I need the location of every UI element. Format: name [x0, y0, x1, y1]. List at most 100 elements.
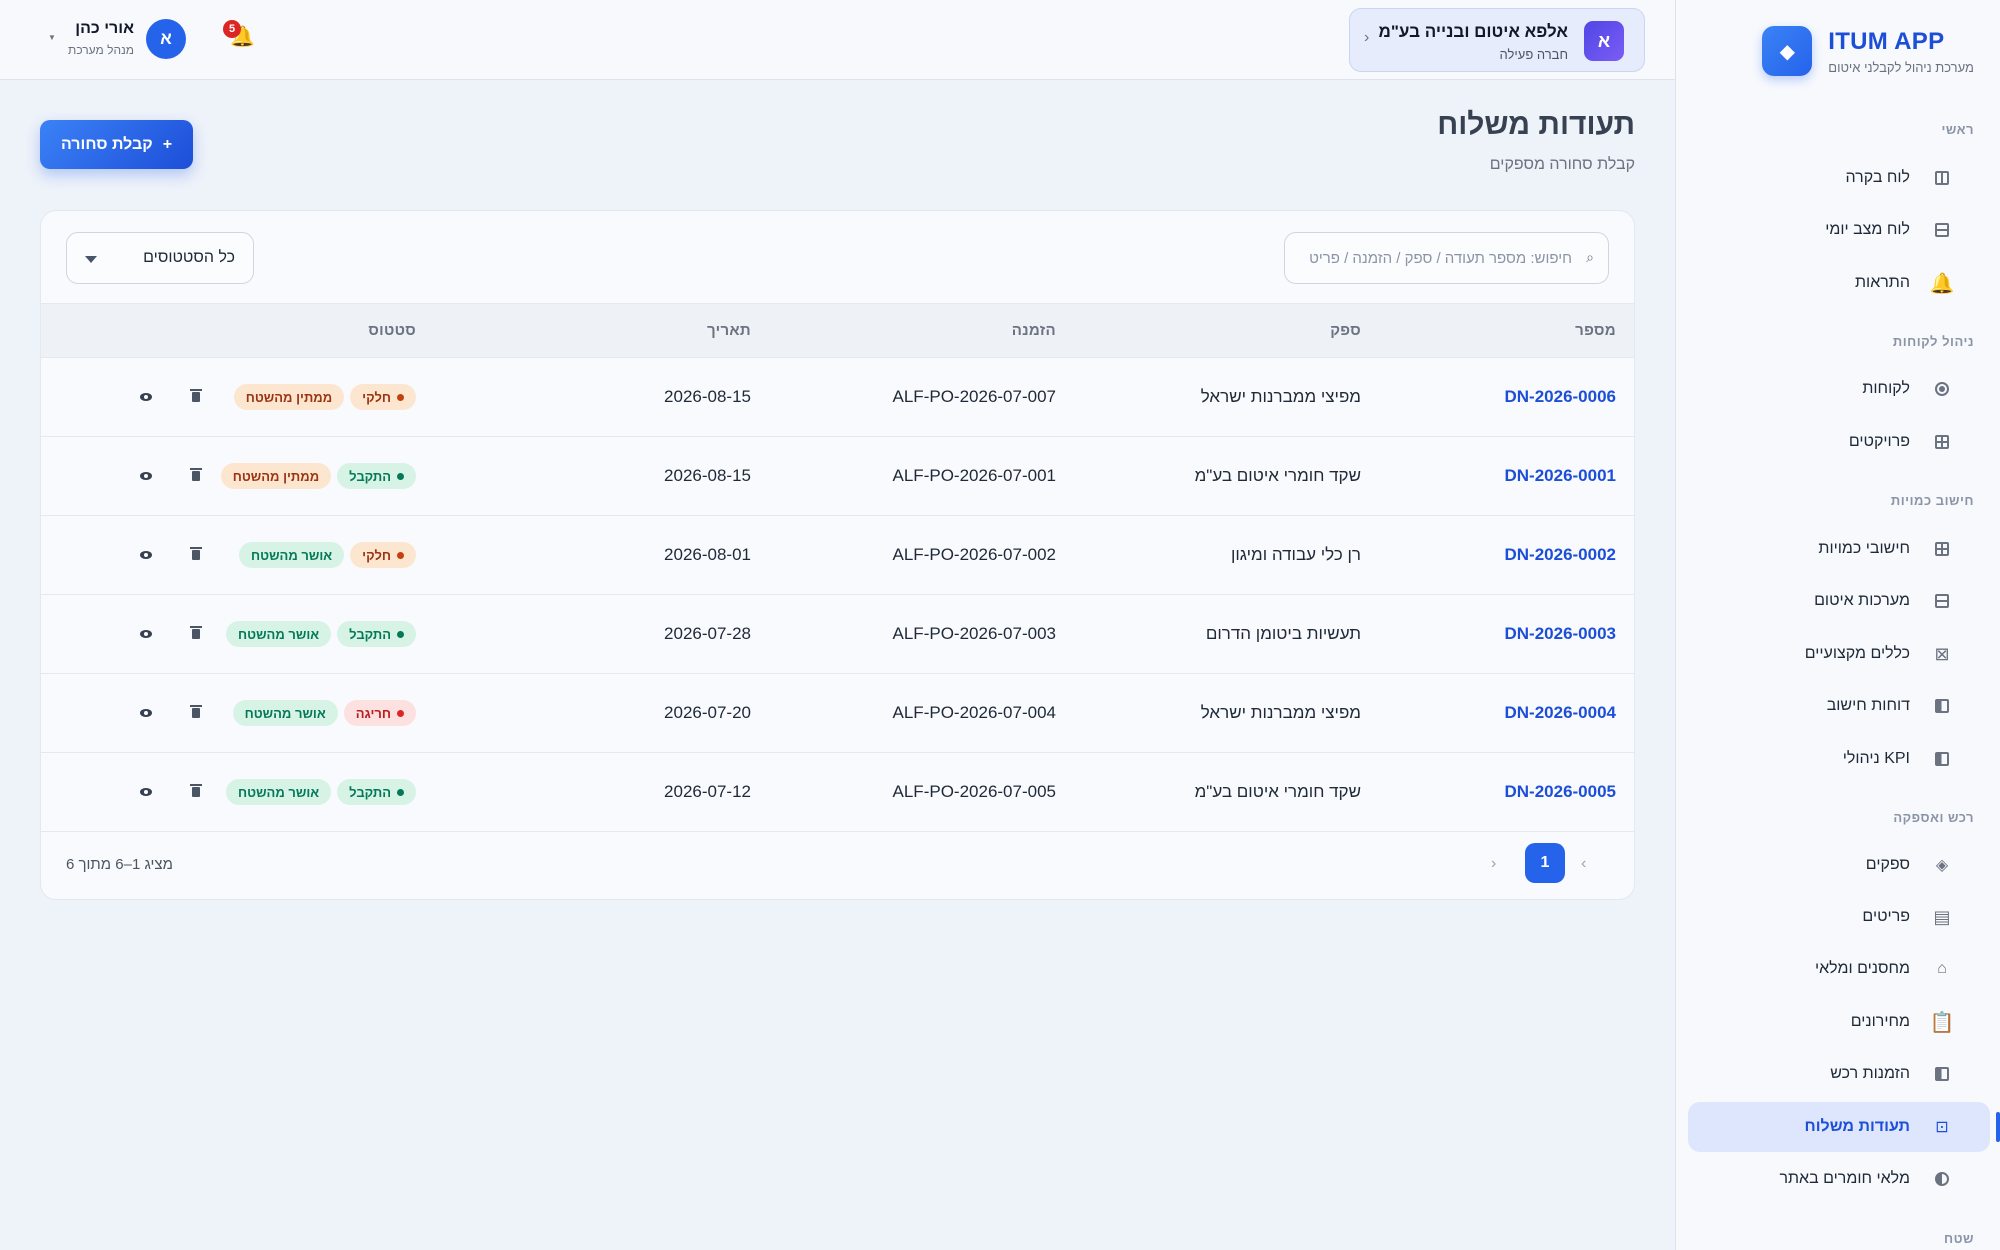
cell-date: 2026-08-15 — [664, 387, 751, 406]
sidebar-item-quantity-calcs[interactable]: חישובי כמויות — [1688, 524, 1990, 574]
status-badge: התקבל — [337, 463, 416, 489]
page-button-current[interactable]: 1 — [1525, 843, 1565, 883]
nav-section-field: שטח — [1943, 1231, 1974, 1246]
sidebar-item-label: התראות — [1855, 274, 1910, 291]
table-row[interactable]: DN-2026-0005 שקד חומרי איטום בע"מ ALF-PO… — [41, 753, 1634, 832]
view-eye-icon[interactable] — [136, 545, 156, 565]
diamond-logo-icon: ◆ — [1762, 26, 1813, 76]
sidebar-item-alerts[interactable]: 🔔 התראות — [1688, 258, 1990, 308]
status-badge: חלקי — [350, 542, 416, 568]
delivery-note-link[interactable]: DN-2026-0004 — [1504, 703, 1616, 722]
sidebar-item-label: KPI ניהולי — [1842, 750, 1910, 767]
nav-section-customers: ניהול לקוחות — [1892, 334, 1974, 349]
sidebar-item-calc-reports[interactable]: דוחות חישוב — [1688, 681, 1990, 731]
layout-icon — [1932, 168, 1952, 188]
sidebar-item-label: מערכות איטום — [1814, 592, 1910, 609]
brand-name: ITUM APP — [1828, 27, 1945, 55]
brand[interactable]: ITUM APP מערכת ניהול לקבלני איטום ◆ — [1762, 26, 1974, 76]
sidebar-item-label: לקוחות — [1862, 380, 1910, 397]
chevron-left-icon[interactable]: ‹ — [1491, 855, 1497, 872]
sidebar-item-kpi[interactable]: KPI ניהולי — [1688, 734, 1990, 784]
status-badge: חלקי — [350, 384, 416, 410]
brand-subtitle: מערכת ניהול לקבלני איטום — [1828, 59, 1974, 75]
view-eye-icon[interactable] — [136, 782, 156, 802]
pagination: › 1 ‹ מציג 1–6 מתוך 6 — [41, 841, 1634, 891]
items-icon: ▤ — [1933, 906, 1951, 927]
search-box[interactable]: ⌕ — [1284, 232, 1609, 284]
sidebar-item-professional-rules[interactable]: ⊠ כללים מקצועיים — [1688, 629, 1990, 679]
search-icon: ⌕ — [1586, 249, 1594, 265]
delete-trash-icon[interactable] — [186, 782, 206, 802]
sidebar-item-sealing-systems[interactable]: מערכות איטום — [1688, 576, 1990, 626]
sidebar-item-purchase-orders[interactable]: הזמנות רכש — [1688, 1049, 1990, 1099]
delivery-note-link[interactable]: DN-2026-0003 — [1504, 624, 1616, 643]
header-date[interactable]: תאריך — [706, 322, 751, 339]
search-input[interactable] — [1302, 233, 1572, 283]
table-row[interactable]: DN-2026-0001 שקד חומרי איטום בע"מ ALF-PO… — [41, 437, 1634, 516]
delivery-notes-table: מספר ספק הזמנה תאריך סטטוס DN-2026-0006 … — [41, 303, 1634, 832]
table-row[interactable]: DN-2026-0002 רן כלי עבודה ומיגון ALF-PO-… — [41, 516, 1634, 595]
status-badges: התקבל אושר מהשטח — [226, 779, 416, 805]
cell-number: DN-2026-0004 — [1361, 674, 1634, 753]
page-subtitle: קבלת סחורה מספקים — [1489, 156, 1635, 173]
delete-trash-icon[interactable] — [186, 545, 206, 565]
sidebar-item-customers[interactable]: לקוחות — [1688, 364, 1990, 414]
header-order[interactable]: הזמנה — [1011, 322, 1056, 339]
user-avatar[interactable]: א — [146, 19, 186, 59]
sidebar-item-projects[interactable]: פרויקטים — [1688, 417, 1990, 467]
sidebar-item-warehouses[interactable]: ⌂ מחסנים ומלאי — [1688, 944, 1990, 994]
header-status[interactable]: סטטוס — [368, 322, 416, 339]
company-name: אלפא איטום ובנייה בע"מ — [1378, 22, 1568, 41]
site-stock-icon — [1932, 1169, 1952, 1189]
receive-goods-button[interactable]: + קבלת סחורה — [40, 120, 193, 169]
sidebar-item-items[interactable]: ▤ פריטים — [1688, 892, 1990, 942]
approval-badge: אושר מהשטח — [226, 621, 332, 647]
cell-supplier: מפיצי ממברנות ישראל — [1200, 387, 1361, 406]
status-filter-value: כל הסטטוסים — [143, 249, 235, 266]
header-supplier[interactable]: ספק — [1330, 322, 1361, 339]
sidebar-item-label: תעודות משלוח — [1804, 1118, 1910, 1135]
view-eye-icon[interactable] — [136, 703, 156, 723]
delivery-note-link[interactable]: DN-2026-0002 — [1504, 545, 1616, 564]
delivery-note-link[interactable]: DN-2026-0001 — [1504, 466, 1616, 485]
delete-trash-icon[interactable] — [186, 466, 206, 486]
brand-text: ITUM APP מערכת ניהול לקבלני איטום — [1828, 28, 1974, 75]
header-number[interactable]: מספר — [1575, 322, 1616, 339]
caret-down-icon[interactable]: ▼ — [48, 33, 56, 42]
row-actions — [41, 387, 206, 407]
company-status: חברה פעילה — [1499, 47, 1568, 62]
chevron-right-icon[interactable]: › — [1581, 855, 1587, 872]
sidebar-item-daily-status[interactable]: לוח מצב יומי — [1688, 205, 1990, 255]
row-actions — [41, 624, 206, 644]
delete-trash-icon[interactable] — [186, 624, 206, 644]
nav-section-procurement: רכש ואספקה — [1893, 810, 1974, 825]
table-row[interactable]: DN-2026-0004 מפיצי ממברנות ישראל ALF-PO-… — [41, 674, 1634, 753]
page-title: תעודות משלוח — [1437, 108, 1635, 141]
sidebar-item-delivery-notes[interactable]: ⊡ תעודות משלוח — [1688, 1102, 2000, 1152]
cell-status: חלקי ממתין מהשטח — [206, 358, 416, 437]
receive-goods-label: קבלת סחורה — [60, 135, 153, 153]
view-eye-icon[interactable] — [136, 387, 156, 407]
sidebar-item-site-stock[interactable]: מלאי חומרים באתר — [1688, 1154, 1990, 1204]
status-badge-label: התקבל — [349, 468, 391, 484]
delete-trash-icon[interactable] — [186, 387, 206, 407]
sidebar-item-price-lists[interactable]: 📋 מחירונים — [1688, 997, 1990, 1047]
company-switcher[interactable]: א אלפא איטום ובנייה בע"מ חברה פעילה ‹ — [1349, 8, 1645, 72]
delivery-note-link[interactable]: DN-2026-0006 — [1504, 387, 1616, 406]
sidebar-item-label: הזמנות רכש — [1830, 1065, 1910, 1082]
view-eye-icon[interactable] — [136, 624, 156, 644]
topbar: א אלפא איטום ובנייה בע"מ חברה פעילה ‹ 🔔 … — [0, 0, 1675, 80]
table-row[interactable]: DN-2026-0003 תעשיות ביטומן הדרום ALF-PO-… — [41, 595, 1634, 674]
delivery-note-link[interactable]: DN-2026-0005 — [1504, 782, 1616, 801]
notification-count-badge: 5 — [223, 20, 241, 38]
row-actions — [41, 545, 206, 565]
status-filter-select[interactable]: כל הסטטוסים — [66, 232, 254, 284]
sidebar-item-suppliers[interactable]: ◈ ספקים — [1688, 840, 1990, 890]
table-row[interactable]: DN-2026-0006 מפיצי ממברנות ישראל ALF-PO-… — [41, 358, 1634, 437]
status-badge: התקבל — [337, 779, 416, 805]
delete-trash-icon[interactable] — [186, 703, 206, 723]
view-eye-icon[interactable] — [136, 466, 156, 486]
sidebar-item-dashboard[interactable]: לוח בקרה — [1688, 153, 1990, 203]
status-dot-icon — [397, 709, 404, 717]
kpi-icon — [1932, 749, 1952, 769]
